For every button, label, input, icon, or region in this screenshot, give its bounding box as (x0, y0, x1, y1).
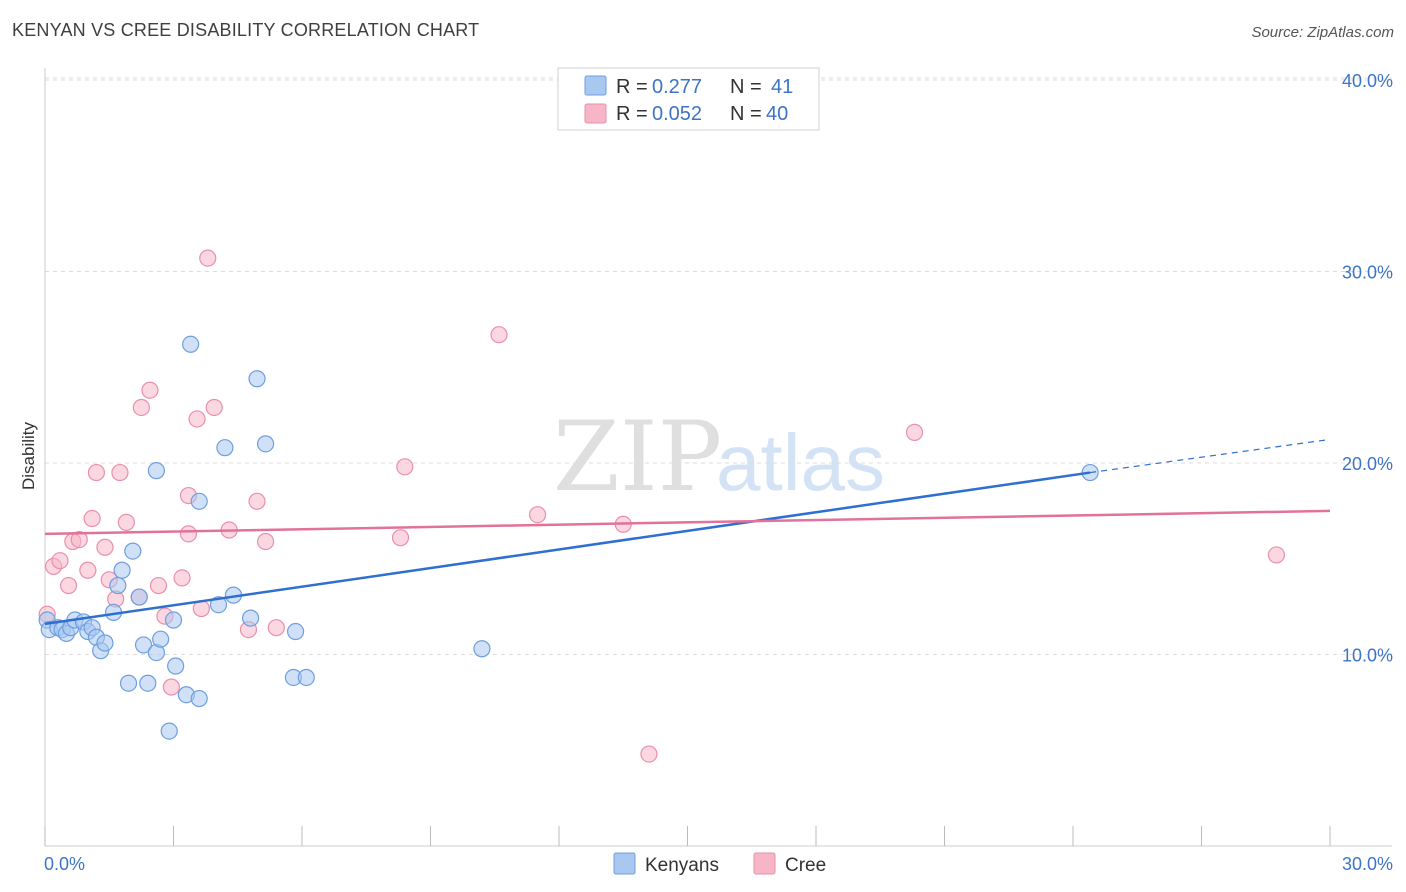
cree-point (267, 619, 285, 637)
cree-point (141, 381, 159, 399)
kenyans-point (209, 596, 228, 614)
kenyans-point (473, 640, 491, 658)
kenyans-point (134, 636, 153, 654)
x-tick-label-max: 30.0% (1342, 854, 1393, 874)
trend-lines (44, 439, 1331, 626)
bottom-legend-label-cree: Cree (785, 855, 826, 876)
cree-point (79, 561, 97, 579)
kenyans-point (242, 609, 260, 627)
kenyans-point (190, 492, 208, 510)
kenyans-point (286, 622, 305, 641)
kenyans-point (182, 335, 200, 353)
cree-point (149, 576, 168, 595)
cree-point (87, 463, 106, 482)
kenyans-point (160, 722, 178, 740)
kenyans-point (164, 611, 183, 629)
cree-point (205, 398, 223, 417)
legend-n-label-kenyans: N = (730, 76, 762, 98)
kenyans-point (113, 561, 131, 579)
y-tick-label: 30.0% (1342, 263, 1393, 283)
y-tick-label: 10.0% (1342, 646, 1393, 666)
cree-point (51, 552, 69, 570)
cree-point (199, 249, 217, 267)
kenyans-point (109, 576, 127, 595)
cree-point (188, 410, 206, 428)
kenyans-point (256, 435, 275, 453)
cree-point (905, 423, 924, 441)
kenyans-point (130, 588, 148, 606)
gridlines (45, 77, 1392, 655)
kenyans-point (248, 370, 266, 388)
y-axis-title: Disability (19, 421, 38, 490)
cree-point (132, 398, 150, 417)
source-attribution: Source: ZipAtlas.com (1251, 24, 1394, 41)
cree-point (162, 678, 180, 696)
legend-r-value-cree: 0.052 (652, 103, 702, 125)
correlation-legend: R = 0.277 N = 41 R = 0.052 N = 40 (557, 67, 820, 131)
cree-point (59, 576, 78, 595)
watermark: ZIP atlas (553, 401, 885, 513)
series-legend: Kenyans Cree (613, 852, 826, 876)
cree-point (528, 506, 547, 524)
cree-trend-line (44, 509, 1331, 536)
watermark-zip: ZIP (553, 401, 722, 513)
x-tick-label-min: 0.0% (44, 854, 85, 874)
legend-r-value-kenyans: 0.277 (652, 76, 702, 98)
legend-n-label-cree: N = (730, 103, 762, 125)
legend-swatch-kenyans (584, 75, 607, 96)
kenyans-point (190, 689, 208, 708)
cree-point (111, 463, 129, 482)
kenyans-point (147, 462, 165, 480)
cree-point (256, 532, 275, 551)
chart-title: KENYAN VS CREE DISABILITY CORRELATION CH… (12, 20, 480, 40)
cree-point (396, 458, 414, 476)
y-tick-label: 20.0% (1342, 454, 1393, 474)
tick-labels: 10.0% 20.0% 30.0% 40.0% 0.0% 30.0% (44, 71, 1393, 874)
kenyans-point (297, 668, 315, 687)
bottom-legend-swatch-kenyans (613, 852, 636, 875)
bottom-legend-swatch-cree (753, 852, 776, 875)
axes (44, 68, 1392, 847)
legend-r-label-cree: R = (616, 103, 648, 125)
cree-point (248, 492, 266, 510)
cree-point (391, 529, 410, 547)
kenyans-point (124, 542, 142, 560)
cree-point (96, 538, 114, 556)
kenyans-trend-line (44, 471, 1091, 626)
y-tick-label: 40.0% (1342, 71, 1393, 91)
kenyans-point (167, 657, 185, 675)
kenyans-series-points (38, 335, 1099, 740)
cree-point (173, 569, 191, 587)
kenyans-point (152, 630, 170, 648)
kenyans-point (216, 439, 234, 457)
kenyans-point (96, 634, 114, 652)
cree-point (70, 530, 88, 549)
cree-point (490, 326, 508, 344)
cree-point (117, 513, 135, 531)
bottom-legend-label-kenyans: Kenyans (645, 855, 719, 876)
legend-swatch-cree (584, 103, 607, 124)
kenyans-point (139, 674, 157, 692)
cree-point (179, 525, 198, 543)
cree-point (83, 509, 101, 528)
kenyans-point (119, 674, 138, 692)
legend-n-value-kenyans: 41 (771, 76, 793, 98)
legend-n-value-cree: 40 (766, 103, 788, 125)
cree-point (640, 745, 658, 763)
kenyans-trend-extension (1090, 439, 1326, 474)
cree-point (1267, 546, 1286, 564)
legend-r-label-kenyans: R = (616, 76, 648, 98)
